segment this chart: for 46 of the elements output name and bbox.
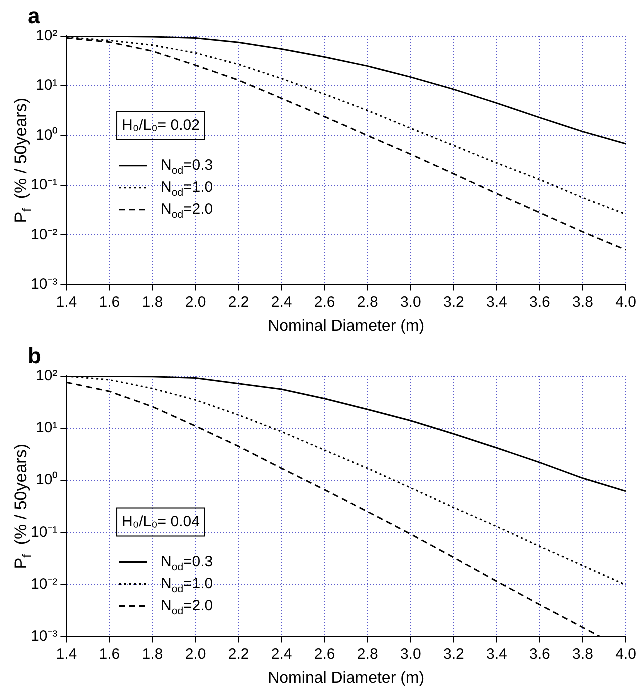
x-tick-label: 3.6 — [530, 646, 550, 663]
annotation: H₀/L₀= 0.04 — [122, 513, 200, 530]
x-tick-label: 3.4 — [486, 294, 508, 311]
x-tick-label: 1.4 — [56, 294, 78, 311]
chart-title: b — [28, 343, 42, 368]
x-tick-label: 2.0 — [185, 294, 206, 311]
x-tick-label: 2.2 — [228, 646, 250, 663]
x-tick-label: 3.2 — [443, 646, 464, 663]
y-tick-label: 10⁻² — [30, 226, 58, 244]
x-tick-label: 3.6 — [530, 294, 550, 311]
y-tick-label: 10¹ — [36, 77, 58, 94]
y-tick-label: 10⁰ — [36, 126, 58, 144]
y-tick-label: 10⁻³ — [30, 276, 58, 293]
x-tick-label: 1.8 — [142, 646, 164, 663]
x-tick-label: 3.0 — [400, 646, 422, 663]
x-tick-label: 1.6 — [99, 646, 120, 663]
x-tick-label: 2.0 — [185, 646, 206, 663]
x-axis-title: Nominal Diameter (m) — [268, 318, 425, 335]
x-tick-label: 2.8 — [357, 294, 378, 311]
x-tick-label: 2.4 — [271, 646, 292, 663]
x-tick-label: 1.4 — [56, 646, 78, 663]
x-tick-label: 3.8 — [572, 646, 594, 663]
y-tick-label: 10² — [36, 368, 58, 385]
y-tick-label: 10⁻¹ — [30, 176, 58, 194]
x-tick-label: 1.8 — [142, 294, 164, 311]
x-axis-title: Nominal Diameter (m) — [268, 670, 425, 687]
y-tick-label: 10⁻¹ — [30, 524, 58, 541]
y-tick-label: 10¹ — [36, 420, 58, 437]
x-tick-label: 4.0 — [616, 294, 636, 311]
x-tick-label: 2.8 — [357, 646, 378, 663]
x-tick-label: 4.0 — [616, 646, 636, 663]
y-tick-label: 10⁰ — [36, 472, 58, 489]
y-tick-label: 10⁻³ — [30, 628, 58, 645]
y-tick-label: 10² — [36, 28, 58, 45]
x-tick-label: 3.8 — [572, 294, 594, 311]
annotation: H₀/L₀= 0.02 — [122, 116, 200, 134]
x-tick-label: 3.0 — [400, 294, 422, 311]
x-tick-label: 2.6 — [314, 646, 336, 663]
x-tick-label: 2.2 — [228, 294, 250, 311]
x-tick-label: 3.2 — [443, 294, 464, 311]
x-tick-label: 2.4 — [271, 294, 292, 311]
x-tick-label: 1.6 — [99, 294, 120, 311]
chart-title: a — [28, 3, 41, 28]
y-tick-label: 10⁻² — [30, 576, 58, 593]
x-tick-label: 2.6 — [314, 294, 336, 311]
x-tick-label: 3.4 — [486, 646, 508, 663]
